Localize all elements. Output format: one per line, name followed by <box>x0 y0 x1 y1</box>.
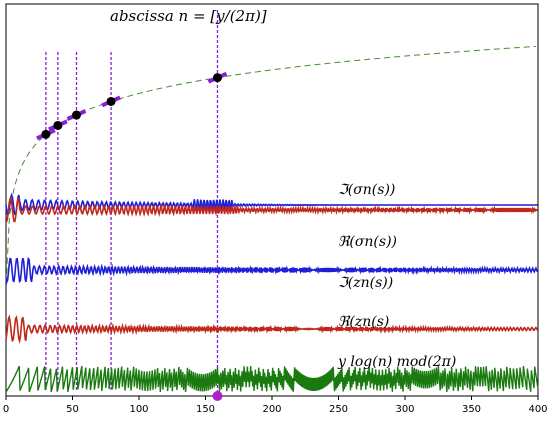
series-re-sigma <box>5 196 538 223</box>
x-tick-label-300: 300 <box>395 404 414 415</box>
abscissa-point-0 <box>41 129 51 139</box>
x-tick-label-0: 0 <box>3 404 9 415</box>
x-tick-label-50: 50 <box>66 404 79 415</box>
abscissa-curve-layer <box>6 45 537 274</box>
abscissa-point-3 <box>106 96 116 106</box>
series-im-z <box>5 256 539 285</box>
series-layer <box>5 192 539 393</box>
series-label-im-z: ℑ(zn(s)) <box>338 275 393 291</box>
series-re-z <box>5 314 539 345</box>
x-tick-label-100: 100 <box>129 404 148 415</box>
series-label-im-sigma: ℑ(σn(s)) <box>338 182 395 198</box>
x-tick-label-150: 150 <box>196 404 215 415</box>
abscissa-point-2 <box>71 110 81 120</box>
title-label: abscissa n = [y/(2π)] <box>110 7 267 25</box>
abscissa-point-1 <box>53 120 63 130</box>
series-label-ylogn: y log(n) mod(2π) <box>337 354 456 370</box>
bottom-marker-point <box>212 391 223 401</box>
x-tick-label-350: 350 <box>462 404 481 415</box>
series-label-re-sigma: ℜ(σn(s)) <box>338 234 397 250</box>
series-ylogn <box>5 365 539 393</box>
abscissa-curve <box>6 45 537 274</box>
abscissa-point-4 <box>212 73 222 83</box>
x-tick-label-200: 200 <box>262 404 281 415</box>
plot-frame <box>5 3 539 397</box>
x-tick-label-250: 250 <box>329 404 348 415</box>
series-label-re-z: ℜ(zn(s) <box>338 314 389 330</box>
abscissa-points-layer <box>36 71 228 401</box>
x-tick-label-400: 400 <box>528 404 547 415</box>
x-axis-ticks: 0 50 100 150 200 250 300 350 400 <box>3 396 548 415</box>
